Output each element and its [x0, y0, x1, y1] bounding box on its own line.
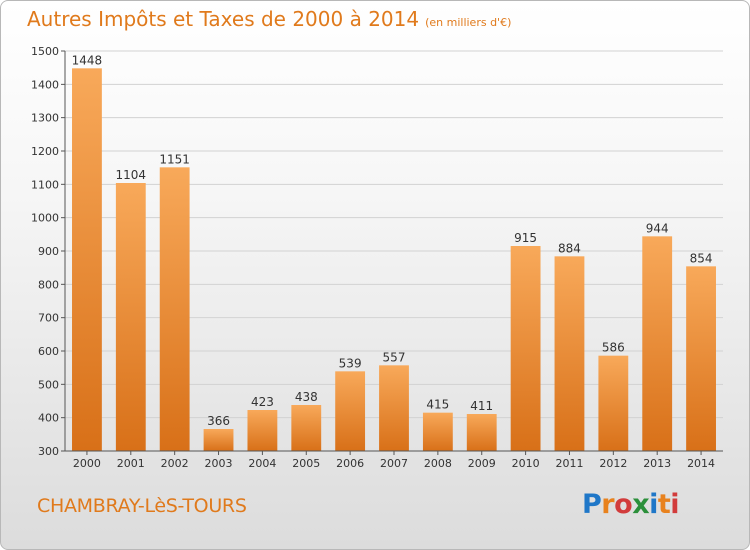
y-tick-label: 1200 [31, 145, 59, 158]
y-tick-label: 600 [38, 345, 59, 358]
bar [642, 236, 673, 451]
x-tick-label: 2013 [643, 457, 671, 470]
title-unit: (en milliers d'€) [425, 16, 512, 29]
x-tick-label: 2007 [380, 457, 408, 470]
logo-letter: r [601, 489, 615, 520]
bar [379, 365, 409, 451]
bar [72, 68, 102, 451]
bar [203, 429, 234, 451]
y-tick-label: 1100 [31, 178, 59, 191]
x-tick-label: 2004 [248, 457, 276, 470]
bar [335, 371, 366, 451]
y-tick-label: 800 [38, 278, 59, 291]
data-label: 1151 [159, 152, 190, 166]
logo-letter: t [657, 489, 671, 520]
logo-letter: i [649, 489, 658, 520]
data-label: 854 [690, 251, 713, 265]
bars: 1448 1104 1151 366 423 438 539 557 415 411 915 884 5… [72, 53, 716, 452]
x-tick-label: 2006 [336, 457, 364, 470]
x-tick-label: 2005 [292, 457, 320, 470]
x-tick-label: 2008 [424, 457, 452, 470]
bar [247, 410, 278, 451]
bar [422, 412, 453, 451]
bar [159, 167, 190, 452]
data-label: 423 [251, 395, 274, 409]
logo-letter: o [614, 489, 633, 520]
data-label: 539 [339, 356, 362, 370]
commune-name: CHAMBRAY-LèS-TOURS [37, 495, 247, 517]
proxiti-logo: Proxiti [582, 489, 680, 520]
y-tick-label: 900 [38, 245, 59, 258]
data-label: 884 [558, 241, 581, 255]
logo-letter: P [582, 489, 602, 520]
bar [554, 256, 585, 451]
axes: 300 400 500 600 700 800 900 1000 1100 1200 1300 140… [31, 45, 723, 470]
data-label: 586 [602, 341, 625, 355]
y-tick-label: 1500 [31, 45, 59, 58]
bar [686, 266, 716, 451]
y-tick-label: 1000 [31, 212, 59, 225]
x-tick-label: 2000 [73, 457, 101, 470]
data-label: 557 [383, 350, 406, 364]
x-tick-label: 2012 [599, 457, 627, 470]
bar [466, 414, 497, 451]
y-tick-label: 400 [38, 412, 59, 425]
x-tick-label: 2002 [161, 457, 189, 470]
data-label: 1104 [116, 168, 147, 182]
data-label: 1448 [72, 53, 103, 67]
bar [598, 355, 629, 451]
data-label: 915 [514, 231, 537, 245]
x-tick-label: 2011 [555, 457, 583, 470]
data-label: 944 [646, 221, 669, 235]
title-text: Autres Impôts et Taxes de 2000 à 2014 [27, 7, 420, 31]
x-tick-label: 2009 [468, 457, 496, 470]
y-tick-label: 700 [38, 312, 59, 325]
logo-letter: i [670, 489, 680, 520]
y-tick-label: 1400 [31, 78, 59, 91]
data-label: 411 [470, 399, 493, 413]
bar [115, 183, 146, 451]
chart-title: Autres Impôts et Taxes de 2000 à 2014 (en… [27, 7, 511, 31]
data-label: 366 [207, 414, 230, 428]
x-tick-label: 2014 [687, 457, 715, 470]
x-tick-label: 2003 [205, 457, 233, 470]
y-tick-label: 500 [38, 378, 59, 391]
x-tick-label: 2010 [512, 457, 540, 470]
bar [291, 405, 322, 451]
y-tick-label: 300 [38, 445, 59, 458]
data-label: 438 [295, 390, 318, 404]
y-tick-label: 1300 [31, 112, 59, 125]
logo-letter: x [632, 489, 650, 520]
data-label: 415 [426, 398, 449, 412]
bar [510, 246, 541, 451]
x-tick-label: 2001 [117, 457, 145, 470]
